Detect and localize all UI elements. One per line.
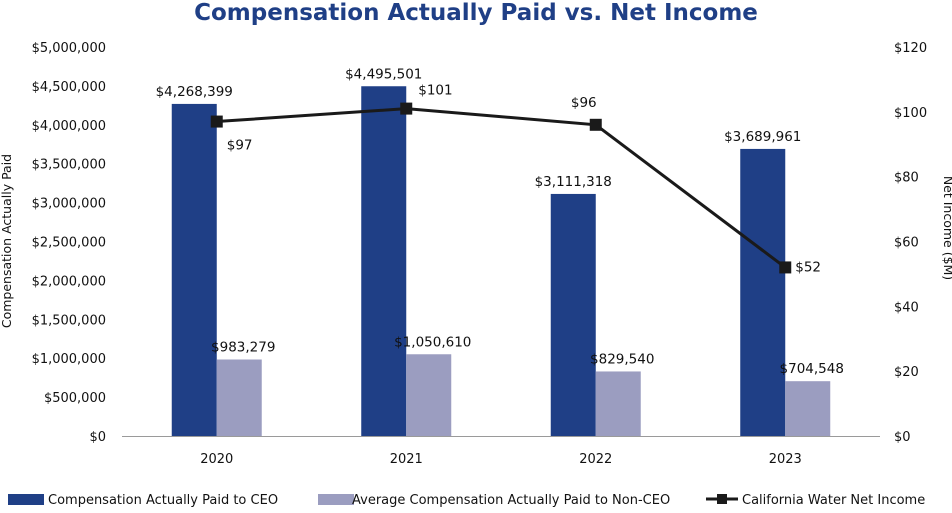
legend-swatch bbox=[318, 494, 354, 505]
ceo-bar bbox=[171, 103, 217, 437]
y-tick-label: $5,000,000 bbox=[32, 41, 106, 56]
net-income-line bbox=[216, 107, 787, 269]
non-ceo-bar bbox=[216, 359, 262, 436]
legend: Compensation Actually Paid to CEO Average… bbox=[8, 493, 925, 508]
y-tick-label: $3,000,000 bbox=[32, 197, 106, 212]
legend-marker-swatch bbox=[717, 494, 727, 504]
non-ceo-bar-label: $829,540 bbox=[590, 351, 654, 367]
y-tick-label: $3,500,000 bbox=[32, 158, 106, 173]
net-income-marker bbox=[779, 261, 792, 274]
x-tick-label: 2020 bbox=[200, 452, 233, 467]
y-tick-label: $2,000,000 bbox=[32, 274, 106, 289]
y2-tick-label: $60 bbox=[894, 236, 919, 251]
net-income-label: $97 bbox=[227, 138, 253, 154]
legend-label: Average Compensation Actually Paid to No… bbox=[352, 493, 670, 508]
y-tick-label: $2,500,000 bbox=[32, 236, 106, 251]
x-tick-label: 2021 bbox=[390, 452, 423, 467]
y2-tick-label: $120 bbox=[894, 41, 927, 56]
bars-layer bbox=[171, 86, 831, 437]
non-ceo-bar bbox=[785, 381, 831, 436]
line-layer bbox=[210, 102, 792, 274]
y-axis-title: Compensation Actually Paid bbox=[0, 154, 14, 328]
net-income-marker bbox=[589, 118, 602, 131]
net-income-marker bbox=[400, 102, 413, 115]
y2-axis-title: Net Income ($M) bbox=[941, 176, 952, 280]
net-income-label: $101 bbox=[418, 83, 452, 99]
labels-layer: $4,268,399 $4,495,501 $3,111,318 $3,689,961… bbox=[156, 66, 844, 377]
non-ceo-bar-label: $704,548 bbox=[780, 361, 844, 377]
y2-tick-label: $40 bbox=[894, 300, 919, 315]
non-ceo-bar bbox=[595, 371, 641, 436]
ceo-bar bbox=[550, 193, 596, 436]
net-income-label: $52 bbox=[795, 259, 821, 275]
net-income-label: $96 bbox=[571, 95, 597, 111]
ceo-bar-label: $3,111,318 bbox=[535, 174, 612, 190]
y-tick-label: $1,000,000 bbox=[32, 352, 106, 367]
y2-tick-label: $20 bbox=[894, 365, 919, 380]
ceo-bar bbox=[740, 148, 786, 437]
ceo-bar-label: $4,268,399 bbox=[156, 84, 233, 100]
x-tick-label: 2022 bbox=[579, 452, 612, 467]
ceo-bar-label: $4,495,501 bbox=[345, 66, 422, 82]
y2-tick-label: $100 bbox=[894, 106, 927, 121]
y-tick-label: $4,500,000 bbox=[32, 80, 106, 95]
y-tick-label: $0 bbox=[89, 430, 106, 445]
y2-tick-label: $0 bbox=[894, 430, 911, 445]
non-ceo-bar-label: $983,279 bbox=[211, 340, 275, 356]
axes-layer: $0 $500,000 $1,000,000 $1,500,000 $2,000,000… bbox=[0, 41, 952, 467]
legend-label: Compensation Actually Paid to CEO bbox=[48, 493, 278, 508]
legend-label: California Water Net Income bbox=[742, 493, 925, 508]
y-tick-label: $1,500,000 bbox=[32, 313, 106, 328]
non-ceo-bar-label: $1,050,610 bbox=[394, 334, 471, 350]
chart-title: Compensation Actually Paid vs. Net Incom… bbox=[194, 0, 758, 26]
net-income-marker bbox=[210, 115, 223, 128]
non-ceo-bar bbox=[406, 354, 452, 436]
y-tick-label: $4,000,000 bbox=[32, 119, 106, 134]
legend-swatch bbox=[8, 494, 44, 505]
ceo-bar bbox=[361, 86, 407, 436]
y2-tick-label: $80 bbox=[894, 171, 919, 186]
x-tick-label: 2023 bbox=[769, 452, 802, 467]
y-tick-label: $500,000 bbox=[44, 391, 106, 406]
ceo-bar-label: $3,689,961 bbox=[724, 129, 801, 145]
